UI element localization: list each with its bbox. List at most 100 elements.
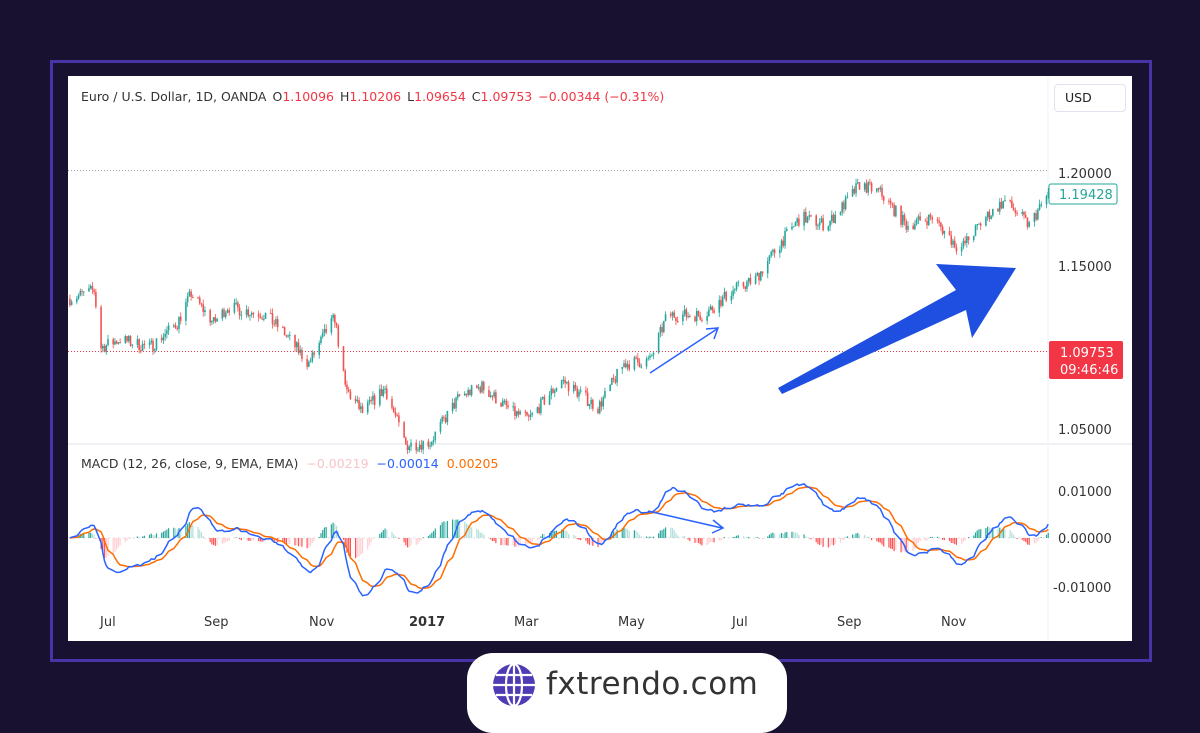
candle-body (822, 218, 824, 231)
candle-body (385, 388, 388, 399)
candle (891, 202, 894, 208)
candle-body (574, 384, 577, 389)
candle-body (552, 388, 554, 393)
candle-body (373, 395, 376, 406)
currency-button[interactable]: USD (1054, 84, 1126, 112)
candle (176, 325, 179, 331)
candle-body (297, 342, 300, 353)
candle-body (76, 298, 78, 302)
candle-body (567, 382, 570, 392)
candle (342, 345, 345, 372)
candle (335, 322, 338, 329)
candle-body (335, 323, 338, 326)
candle (647, 355, 650, 361)
candle (746, 279, 748, 292)
candle (507, 400, 509, 410)
candle (1016, 210, 1018, 216)
candle (815, 214, 818, 230)
candle-body (418, 444, 421, 450)
candle-body (876, 188, 878, 192)
candle (91, 282, 94, 295)
candle-body (659, 326, 662, 334)
candle (77, 293, 80, 300)
candle-body (1014, 210, 1017, 213)
candle (141, 340, 144, 352)
symbol-legend: Euro / U.S. Dollar, 1D, OANDA O1.10096 H1.… (81, 89, 664, 104)
candle (566, 381, 568, 385)
candle (579, 386, 582, 395)
candle-body (463, 393, 466, 396)
candle (675, 317, 677, 326)
candle (940, 221, 942, 232)
candle (263, 314, 265, 322)
candle-body (456, 394, 459, 398)
last-price-tag (1048, 183, 1118, 205)
candle (730, 291, 733, 304)
candle-body (394, 411, 397, 416)
candle-body (526, 411, 528, 416)
macd-scale[interactable]: 0.01000 0.00000 -0.01000 (1053, 485, 1112, 596)
candle-body (69, 298, 71, 306)
time-axis[interactable]: Jul Sep Nov 2017 Mar May Jul Sep Nov (99, 615, 967, 630)
candle-body (174, 325, 177, 329)
candle-body (903, 214, 906, 222)
candle (962, 237, 965, 250)
candle-body (391, 398, 393, 408)
candle (115, 340, 118, 345)
candle-body (1016, 212, 1018, 214)
candle (107, 334, 109, 347)
candle (754, 272, 757, 285)
candle-body (744, 286, 747, 289)
candle (794, 221, 797, 227)
candle-body (299, 349, 302, 353)
candle-body (148, 342, 151, 345)
candle (1014, 207, 1017, 217)
candle (822, 214, 824, 232)
candle (685, 307, 688, 321)
candle-body (683, 309, 686, 315)
candle-body (287, 335, 289, 337)
candle (1033, 212, 1036, 227)
candle-body (295, 342, 298, 348)
candle (309, 357, 312, 363)
candle-body (320, 336, 322, 344)
candle (295, 341, 298, 352)
candle-body (770, 251, 772, 256)
macd-line (69, 483, 1049, 597)
candle (410, 439, 412, 452)
candle (332, 312, 334, 322)
candle-body (115, 341, 118, 344)
candle-body (661, 326, 663, 332)
candle-body (477, 387, 480, 389)
candle (676, 316, 679, 323)
candle-body (988, 211, 991, 219)
candle-body (919, 216, 921, 221)
candle (602, 395, 605, 410)
candle-body (185, 302, 187, 321)
candle (76, 296, 78, 305)
price-scale[interactable]: 1.20000 1.15000 1.05000 1.19428 1.09753 … (1048, 167, 1123, 438)
candle-body (877, 188, 880, 190)
candle-body (102, 346, 104, 349)
candle-body (590, 399, 592, 405)
candle (817, 223, 819, 230)
candle-body (780, 240, 783, 250)
price-divergence-arrow (649, 328, 718, 374)
candle (321, 329, 324, 339)
candle (536, 406, 539, 414)
candle-body (1012, 207, 1015, 211)
candle (512, 401, 514, 412)
candle-body (235, 302, 237, 304)
candle-body (701, 319, 703, 321)
candle (567, 380, 570, 396)
candle-body (955, 247, 958, 252)
macd-title: MACD (12, 26, close, 9, EMA, EMA) (81, 456, 299, 471)
price-chart[interactable]: 1.20000 1.15000 1.05000 1.19428 1.09753 … (0, 0, 1200, 717)
candle-body (900, 205, 902, 225)
candle-body (675, 317, 677, 321)
candle-body (529, 414, 532, 417)
candle-body (495, 392, 497, 404)
candle (269, 308, 272, 315)
candle (979, 221, 982, 231)
candle (406, 440, 409, 455)
